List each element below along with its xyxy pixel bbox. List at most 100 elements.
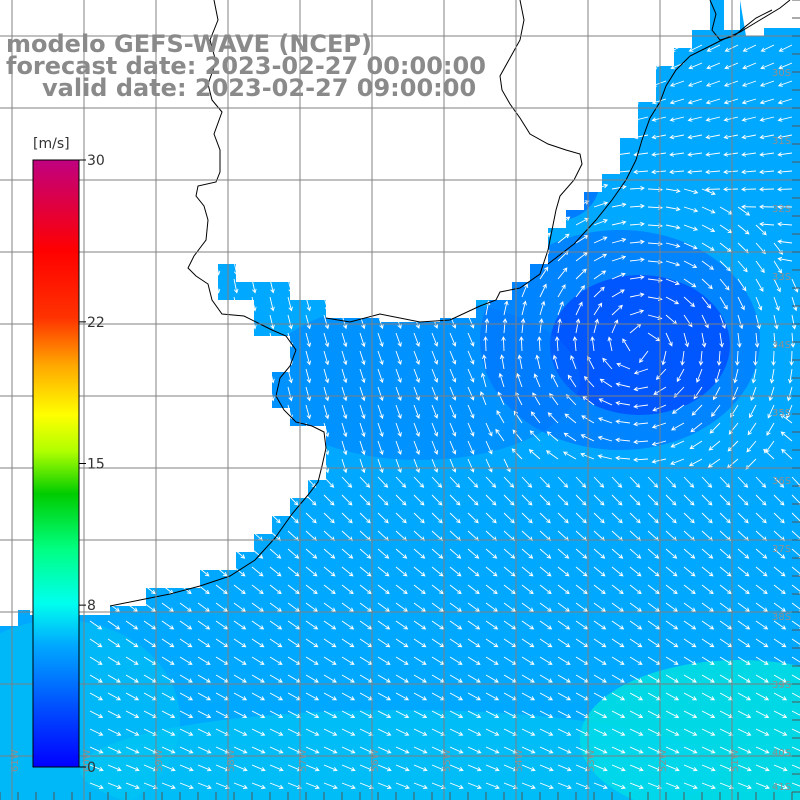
wind-arrow xyxy=(688,44,703,52)
wind-arrow xyxy=(611,638,625,648)
wind-arrow xyxy=(287,584,300,595)
wind-arrow xyxy=(593,656,607,665)
coastline-river xyxy=(325,0,583,323)
wind-arrow xyxy=(431,728,446,736)
wind-arrow xyxy=(719,602,733,612)
wind-arrow xyxy=(701,638,715,648)
wind-arrow xyxy=(395,602,409,612)
wind-arrow xyxy=(521,602,535,612)
wind-arrow xyxy=(251,746,266,754)
wind-arrow xyxy=(767,404,775,419)
wind-arrow xyxy=(629,476,641,488)
wind-arrow xyxy=(377,692,392,701)
wind-arrow xyxy=(665,332,673,347)
wind-arrow xyxy=(723,152,739,157)
wind-arrow xyxy=(547,412,559,424)
wind-arrow xyxy=(449,638,463,648)
wind-arrow xyxy=(557,284,566,298)
wind-arrow xyxy=(269,764,284,772)
wind-arrow xyxy=(665,512,677,524)
wind-arrow xyxy=(413,638,427,648)
wind-arrow xyxy=(413,350,420,365)
wind-arrow xyxy=(611,184,627,190)
wind-arrow xyxy=(777,169,793,175)
wind-arrow xyxy=(575,548,588,559)
wind-arrow xyxy=(125,692,140,701)
wind-arrow xyxy=(503,620,517,630)
wind-arrow xyxy=(773,476,785,488)
wind-arrow xyxy=(413,368,420,383)
wind-arrow xyxy=(777,152,793,157)
wind-arrow xyxy=(233,620,247,630)
wind-arrow xyxy=(449,386,457,401)
wind-arrow xyxy=(395,494,407,506)
wind-arrow xyxy=(359,458,366,474)
wind-arrow xyxy=(651,422,667,429)
wind-arrow xyxy=(413,386,420,401)
wind-arrow xyxy=(305,332,312,348)
wind-arrow xyxy=(751,368,757,384)
wind-arrow xyxy=(323,638,337,648)
wind-arrow xyxy=(629,309,645,316)
wind-arrow xyxy=(305,746,320,754)
wind-arrow xyxy=(341,782,356,790)
colorbar-tick-label: 0 xyxy=(87,760,96,776)
wind-arrow xyxy=(539,602,553,612)
wind-arrow xyxy=(341,638,355,648)
wind-arrow xyxy=(485,566,498,577)
wind-arrow xyxy=(485,584,498,595)
wind-arrow xyxy=(741,80,757,87)
wind-arrow xyxy=(611,289,625,298)
wind-arrow xyxy=(593,476,605,488)
wind-arrow xyxy=(741,204,757,210)
wind-arrow xyxy=(737,278,747,292)
colorbar-tick-label: 30 xyxy=(87,153,105,169)
wind-arrow xyxy=(593,494,605,506)
wind-arrow xyxy=(563,432,577,442)
wind-arrow xyxy=(665,746,680,754)
wind-arrow xyxy=(755,476,767,488)
wind-arrow xyxy=(575,285,585,298)
wind-arrow xyxy=(449,746,464,754)
wind-arrow xyxy=(647,476,659,488)
wind-arrow xyxy=(557,728,572,736)
wind-arrow xyxy=(665,242,681,248)
wind-arrow xyxy=(377,584,390,595)
wind-arrow xyxy=(125,728,140,736)
wind-arrow xyxy=(359,512,371,524)
wind-arrow xyxy=(359,548,372,559)
wind-arrow xyxy=(791,764,800,769)
wind-arrow xyxy=(665,494,677,506)
wind-arrow xyxy=(719,728,734,736)
wind-arrow xyxy=(269,584,282,595)
wind-arrow xyxy=(611,692,626,701)
latitude-label: 35S xyxy=(772,408,791,419)
wind-arrow xyxy=(377,368,384,384)
wind-arrow xyxy=(413,458,420,473)
wind-arrow xyxy=(683,278,697,288)
wind-arrow xyxy=(89,746,104,754)
wind-arrow xyxy=(701,314,709,329)
wind-arrow xyxy=(467,638,481,648)
wind-arrow xyxy=(611,255,627,262)
wind-arrow xyxy=(449,728,464,736)
wind-arrow xyxy=(287,764,302,772)
wind-arrow xyxy=(701,548,714,559)
wind-arrow xyxy=(305,728,320,736)
wind-arrow xyxy=(323,332,330,348)
wind-arrow xyxy=(431,620,445,630)
wind-arrow xyxy=(719,512,731,524)
wind-arrow xyxy=(777,204,793,210)
wind-arrow xyxy=(747,422,757,436)
wind-arrow xyxy=(485,728,500,736)
wind-arrow xyxy=(197,692,212,701)
wind-arrow xyxy=(233,728,248,736)
wind-arrow xyxy=(323,494,335,506)
wind-arrow xyxy=(503,494,515,506)
wind-arrow xyxy=(755,638,769,648)
wind-arrow xyxy=(521,656,535,665)
wind-arrow xyxy=(676,368,685,383)
wind-arrow xyxy=(683,260,698,269)
wind-arrow xyxy=(737,512,749,524)
wind-arrow xyxy=(575,301,583,316)
